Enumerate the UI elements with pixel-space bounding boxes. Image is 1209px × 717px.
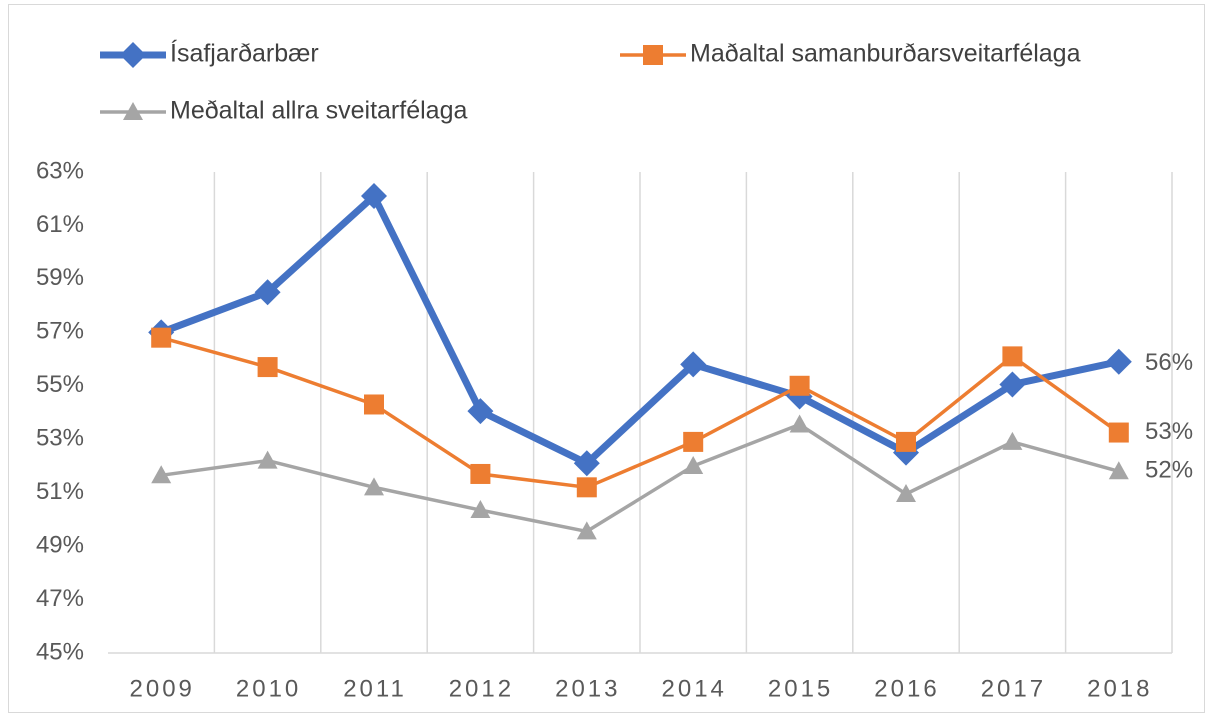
series-line: [160, 422, 1120, 534]
marker: [683, 455, 704, 474]
marker: [151, 327, 172, 348]
y-tick-label: 47%: [36, 585, 84, 612]
marker: [896, 484, 916, 503]
marker: [573, 450, 600, 477]
marker: [361, 183, 387, 210]
marker: [151, 465, 172, 484]
legend-marker: [643, 45, 663, 65]
data-label: 52%: [1145, 457, 1193, 484]
series-line: [160, 335, 1120, 490]
marker: [683, 431, 704, 452]
legend-label: Meðaltal allra sveitarfélaga: [170, 97, 467, 125]
x-tick-label: 2009: [130, 675, 195, 702]
marker: [1105, 348, 1132, 375]
legend-label: Ísafjarðarbær: [170, 39, 319, 68]
x-tick-label: 2013: [555, 675, 620, 702]
x-tick-label: 2017: [981, 675, 1046, 702]
x-tick-label: 2018: [1087, 675, 1152, 702]
marker: [257, 357, 278, 378]
marker: [789, 414, 810, 433]
marker: [789, 375, 810, 396]
marker: [1108, 461, 1129, 480]
x-tick-label: 2011: [343, 675, 407, 702]
marker: [1002, 431, 1023, 450]
marker: [1108, 422, 1129, 443]
x-tick-label: 2012: [449, 675, 514, 702]
x-tick-label: 2014: [662, 675, 727, 702]
y-tick-label: 57%: [36, 318, 84, 345]
y-tick-label: 63%: [36, 157, 84, 184]
marker: [470, 500, 491, 519]
marker: [364, 477, 384, 496]
marker: [254, 279, 281, 306]
marker: [576, 521, 597, 540]
marker: [467, 398, 494, 425]
marker: [680, 351, 707, 378]
x-tick-label: 2010: [236, 675, 301, 702]
marker: [1002, 346, 1023, 367]
marker: [576, 477, 597, 498]
y-tick-label: 45%: [36, 638, 84, 665]
data-label: 53%: [1145, 418, 1193, 445]
marker: [257, 450, 278, 469]
legend-marker: [120, 42, 146, 68]
y-tick-label: 51%: [36, 478, 84, 505]
series-line: [159, 192, 1120, 467]
y-tick-label: 53%: [36, 425, 84, 452]
y-tick-label: 61%: [36, 211, 84, 238]
data-label: 56%: [1145, 349, 1193, 376]
marker: [999, 371, 1026, 398]
legend-marker: [123, 102, 143, 120]
y-tick-label: 55%: [36, 371, 84, 398]
marker: [470, 463, 491, 484]
legend-label: Maðaltal samanburðarsveitarfélaga: [690, 40, 1081, 68]
y-tick-label: 49%: [36, 531, 84, 558]
marker: [364, 394, 384, 415]
x-tick-label: 2016: [874, 675, 939, 702]
y-tick-label: 59%: [36, 264, 84, 291]
x-tick-label: 2015: [768, 675, 833, 702]
marker: [896, 431, 916, 452]
